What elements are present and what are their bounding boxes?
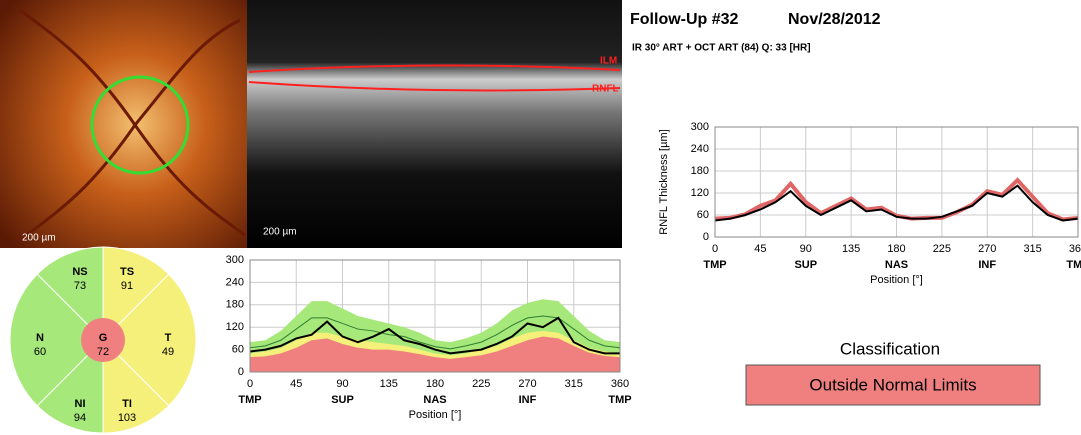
y-tick-label: 240 <box>691 143 709 155</box>
x-tick-label: 45 <box>754 243 766 255</box>
sector <box>102 246 170 342</box>
x-tick-label: 270 <box>518 378 536 390</box>
region-label: TMP <box>1066 259 1081 271</box>
sector-label: TI <box>122 398 132 410</box>
sector <box>36 246 104 342</box>
x-tick-label: 0 <box>247 378 253 390</box>
sector-value: 94 <box>74 412 86 424</box>
x-tick-label: 315 <box>1023 243 1041 255</box>
x-tick-label: 45 <box>290 378 302 390</box>
date: Nov/28/2012 <box>788 11 881 28</box>
sector <box>9 273 104 407</box>
normative-band <box>250 336 620 372</box>
region-label: SUP <box>331 394 354 406</box>
plot-frame <box>714 126 1079 238</box>
vessels <box>19 8 246 242</box>
x-tick-label: 360 <box>1069 243 1081 255</box>
sector-label: NI <box>75 398 86 410</box>
sector-label: T <box>165 332 172 344</box>
ilm-line <box>248 64 621 73</box>
sector-label: TS <box>120 266 134 278</box>
sector-value: 72 <box>97 346 109 358</box>
scan-info: IR 30° ART + OCT ART (84) Q: 33 [HR] <box>632 43 811 54</box>
y-tick-label: 240 <box>226 276 244 288</box>
sector-label: G <box>99 332 108 344</box>
sector-value: 60 <box>34 346 46 358</box>
fundus-image <box>0 0 247 248</box>
y-tick-label: 0 <box>703 231 709 243</box>
y-axis-label: RNFL Thickness [µm] <box>658 129 670 234</box>
layer-label: RNFL <box>592 84 619 95</box>
x-tick-label: 225 <box>933 243 951 255</box>
region-label: TMP <box>238 394 261 406</box>
y-tick-label: 60 <box>697 209 709 221</box>
scale-label: 200 µm <box>263 227 297 238</box>
region-label: NAS <box>423 394 446 406</box>
x-tick-label: 180 <box>426 378 444 390</box>
x-tick-label: 270 <box>978 243 996 255</box>
title: Follow-Up #32 <box>630 11 739 28</box>
sector <box>102 273 197 407</box>
y-tick-label: 300 <box>226 254 244 266</box>
x-tick-label: 90 <box>800 243 812 255</box>
scan-circle <box>90 75 190 175</box>
sector-label: N <box>36 332 44 344</box>
plot-frame <box>249 259 621 373</box>
region-label: INF <box>519 394 537 406</box>
y-tick-label: 0 <box>238 366 244 378</box>
region-label: TMP <box>703 259 726 271</box>
region-label: INF <box>978 259 996 271</box>
sector-value: 91 <box>121 280 133 292</box>
oct-image <box>247 0 622 248</box>
sector <box>81 318 125 362</box>
region-label: SUP <box>794 259 817 271</box>
sector <box>102 338 170 434</box>
y-tick-label: 180 <box>226 299 244 311</box>
x-axis-label: Position [°] <box>870 274 923 286</box>
classification-title: Classification <box>840 339 940 358</box>
sector <box>36 338 104 434</box>
thickness-line <box>714 184 1079 222</box>
sector-value: 103 <box>118 412 136 424</box>
x-tick-label: 315 <box>565 378 583 390</box>
x-tick-label: 135 <box>842 243 860 255</box>
x-tick-label: 180 <box>887 243 905 255</box>
x-tick-label: 225 <box>472 378 490 390</box>
scale-label: 200 µm <box>22 233 56 244</box>
y-tick-label: 60 <box>232 344 244 356</box>
x-tick-label: 135 <box>380 378 398 390</box>
x-tick-label: 360 <box>611 378 629 390</box>
y-tick-label: 120 <box>226 321 244 333</box>
sector-value: 49 <box>162 346 174 358</box>
thickness-line <box>249 316 620 355</box>
x-tick-label: 90 <box>336 378 348 390</box>
region-label: TMP <box>608 394 631 406</box>
y-tick-label: 120 <box>691 187 709 199</box>
x-axis-label: Position [°] <box>409 409 462 421</box>
sector-value: 73 <box>74 280 86 292</box>
classification-result: Outside Normal Limits <box>809 375 976 394</box>
y-tick-label: 300 <box>691 121 709 133</box>
layer-label: ILM <box>600 56 617 67</box>
x-tick-label: 0 <box>712 243 718 255</box>
sector-label: NS <box>72 266 87 278</box>
region-label: NAS <box>885 259 908 271</box>
y-tick-label: 180 <box>691 165 709 177</box>
classification-box <box>745 364 1041 406</box>
rnfl-line <box>248 81 621 92</box>
